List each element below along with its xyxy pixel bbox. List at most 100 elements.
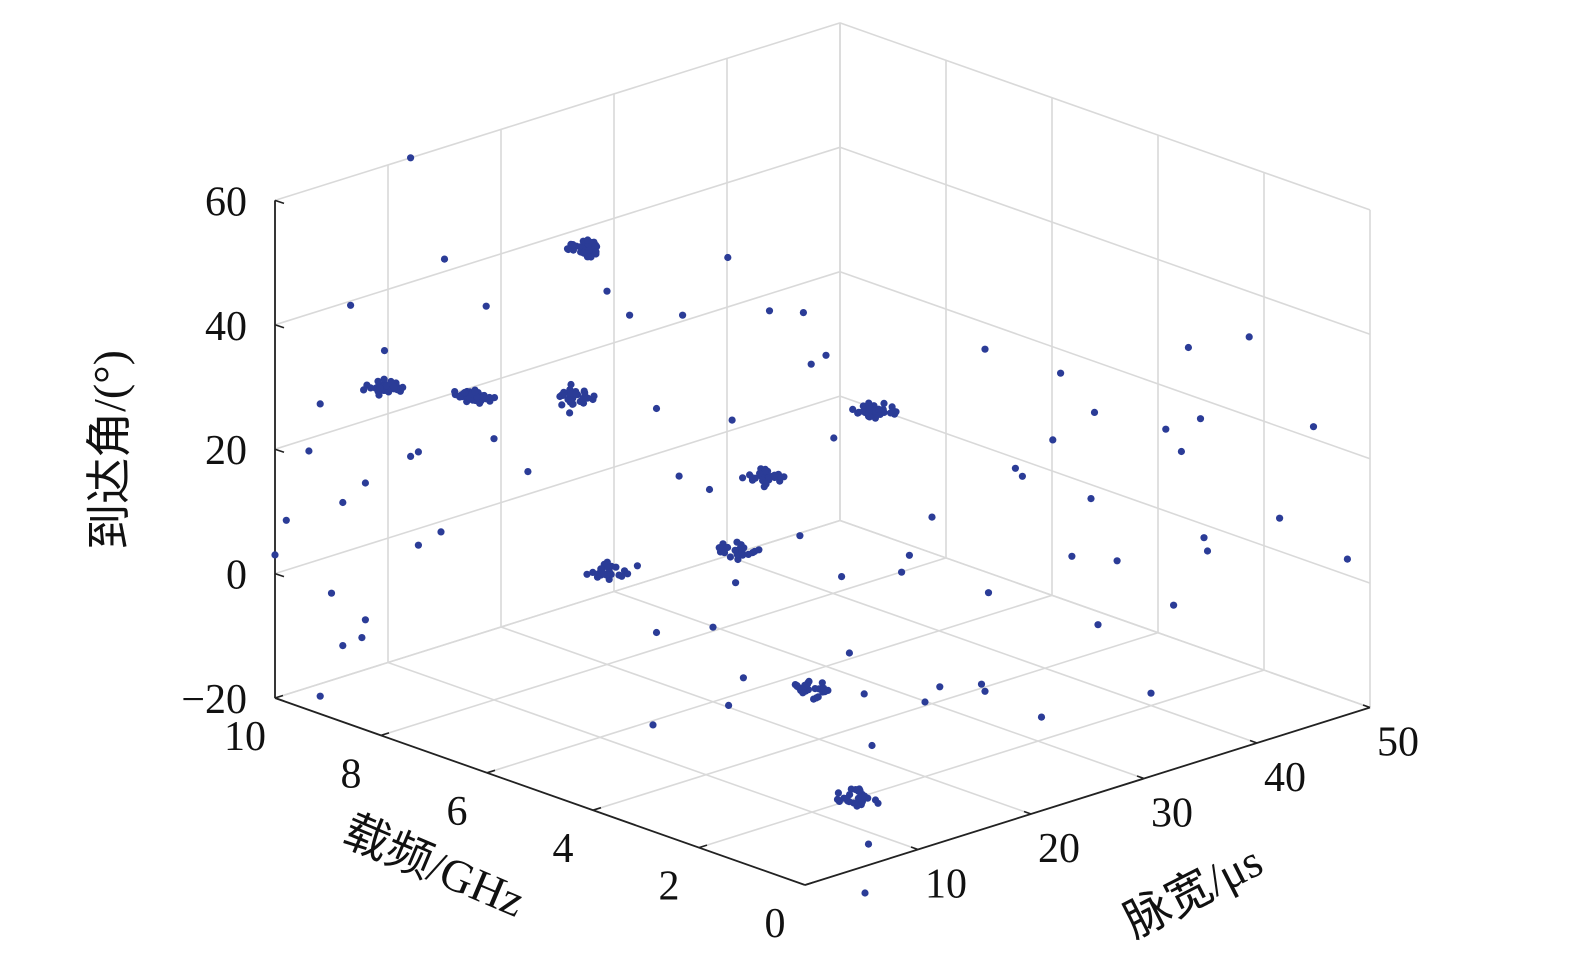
- data-point: [367, 384, 375, 392]
- grid-line: [613, 590, 1145, 780]
- z-axis-label: 到达角/(°): [84, 350, 135, 550]
- data-point: [765, 307, 774, 315]
- data-point: [456, 393, 464, 401]
- grid-line: [592, 631, 1159, 811]
- data-point: [1011, 464, 1020, 472]
- data-point: [1309, 423, 1318, 431]
- z-tick: [274, 448, 285, 453]
- data-point: [566, 396, 574, 404]
- y-tick-label: 2: [659, 864, 680, 910]
- grid-line: [274, 395, 841, 575]
- data-point: [327, 589, 336, 597]
- data-point: [738, 548, 746, 556]
- data-point: [799, 689, 807, 697]
- data-point: [1196, 415, 1205, 423]
- data-point: [724, 543, 732, 552]
- data-point: [755, 546, 763, 554]
- data-point: [482, 302, 490, 310]
- data-point: [838, 573, 846, 581]
- data-point: [584, 394, 592, 402]
- data-point: [889, 407, 897, 415]
- data-point: [860, 690, 868, 698]
- data-point: [1094, 621, 1102, 629]
- data-point: [407, 154, 415, 162]
- data-point: [861, 889, 869, 897]
- data-point: [1245, 333, 1253, 341]
- z-tick-label: −20: [181, 677, 247, 723]
- data-point: [437, 528, 445, 536]
- z-tick-label: 40: [205, 304, 247, 350]
- data-point: [480, 392, 488, 400]
- data-point: [600, 570, 608, 578]
- grid-line: [839, 395, 1371, 584]
- z-tick-label: 60: [205, 179, 247, 225]
- data-point: [566, 409, 574, 417]
- grid-line: [387, 661, 919, 851]
- x-tick: [1023, 810, 1032, 815]
- grid-line: [380, 557, 947, 737]
- y-axis-line: [274, 697, 806, 886]
- data-point: [814, 693, 822, 701]
- data-point: [866, 413, 874, 421]
- data-point: [921, 698, 929, 706]
- data-point: [490, 394, 499, 402]
- grid-line: [274, 270, 841, 450]
- data-point: [762, 480, 770, 488]
- data-point: [471, 388, 479, 396]
- data-point: [584, 253, 592, 261]
- data-point: [705, 485, 714, 494]
- x-tick: [1136, 775, 1145, 780]
- y-tick: [698, 844, 708, 849]
- grid-line: [839, 146, 1371, 336]
- data-point: [584, 236, 592, 244]
- y-tick-label: 8: [341, 751, 362, 797]
- data-point: [649, 721, 657, 729]
- data-point: [1057, 369, 1065, 377]
- data-point: [1184, 343, 1192, 352]
- data-point: [732, 579, 740, 587]
- data-point: [818, 679, 826, 687]
- data-point: [374, 377, 382, 385]
- data-point: [558, 401, 566, 409]
- x-axis-label: 脉宽/μs: [1116, 835, 1270, 947]
- data-point: [559, 391, 567, 399]
- data-point: [572, 390, 580, 398]
- data-point: [1200, 534, 1208, 542]
- data-point: [583, 570, 591, 578]
- data-point: [566, 390, 575, 399]
- data-point: [833, 795, 842, 804]
- data-point: [1203, 547, 1212, 555]
- data-point: [739, 474, 747, 482]
- data-point: [1147, 689, 1155, 697]
- z-tick-label: 20: [205, 428, 247, 474]
- z-tick: [274, 199, 285, 205]
- data-point: [1068, 552, 1076, 560]
- data-point: [796, 532, 804, 540]
- grid-line: [274, 146, 841, 326]
- data-point: [652, 404, 661, 413]
- data-point: [977, 680, 986, 688]
- data-point: [380, 375, 388, 383]
- data-point: [461, 388, 469, 397]
- data-point: [612, 563, 620, 571]
- data-point: [928, 513, 936, 521]
- y-tick-label: 10: [224, 714, 266, 760]
- data-points: [271, 154, 1351, 897]
- data-point: [339, 642, 347, 650]
- x-tick: [1249, 739, 1258, 744]
- data-point: [865, 405, 874, 413]
- data-point: [567, 380, 575, 389]
- grid-line: [839, 270, 1371, 460]
- y-tick: [804, 881, 814, 886]
- data-point: [725, 701, 733, 710]
- data-point: [305, 447, 313, 455]
- data-point: [859, 402, 867, 410]
- x-tick-label: 20: [1038, 826, 1080, 872]
- axes: [274, 199, 1371, 886]
- data-point: [880, 399, 888, 407]
- data-point: [592, 241, 600, 249]
- data-point: [652, 628, 661, 637]
- grid-line: [839, 22, 1371, 211]
